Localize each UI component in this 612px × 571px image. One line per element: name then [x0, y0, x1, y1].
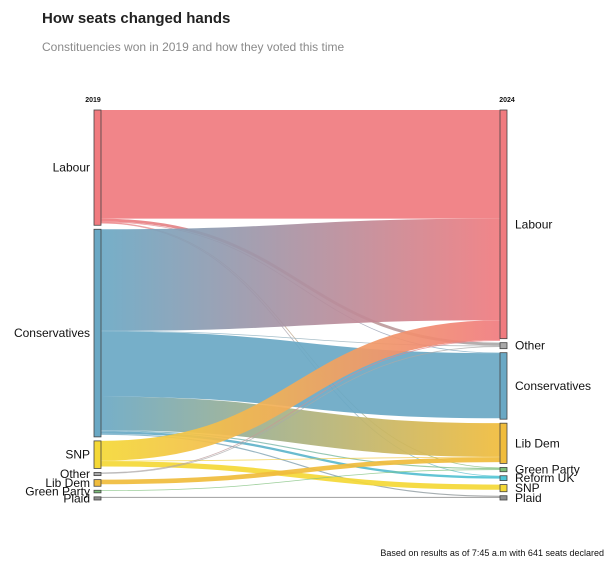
column-label-2024: 2024 — [499, 97, 515, 104]
right-label-lib-dem: Lib Dem — [515, 436, 560, 450]
right-node-labour — [499, 109, 508, 340]
flow-other-to-other — [100, 346, 501, 474]
left-node-plaid — [93, 496, 102, 501]
flow-snp-to-snp — [100, 461, 501, 490]
right-label-plaid: Plaid — [515, 491, 542, 505]
right-node-green-party — [499, 467, 508, 473]
footnote: Based on results as of 7:45 a.m with 641… — [380, 548, 604, 558]
right-label-labour: Labour — [515, 217, 552, 231]
flow-snp-to-labour — [100, 320, 501, 461]
right-node-snp — [499, 484, 508, 493]
right-node-other — [499, 342, 508, 350]
flow-conservatives-to-labour — [100, 218, 501, 331]
left-node-conservatives — [93, 228, 102, 438]
flow-snp-to-lib-dem — [100, 456, 501, 462]
right-label-snp: SNP — [515, 481, 540, 495]
flow-green-party-to-green-party — [100, 469, 501, 492]
chart-title: How seats changed hands — [42, 10, 231, 27]
right-label-other: Other — [515, 339, 545, 353]
left-label-lib-dem: Lib Dem — [45, 476, 90, 490]
left-node-lib-dem — [93, 479, 102, 487]
left-label-conservatives: Conservatives — [14, 326, 90, 340]
right-node-conservatives — [499, 352, 508, 420]
left-label-plaid: Plaid — [63, 491, 90, 505]
left-label-green-party: Green Party — [25, 485, 90, 499]
right-label-green-party: Green Party — [515, 463, 580, 477]
left-node-snp — [93, 440, 102, 469]
flow-other-to-labour — [100, 340, 501, 474]
left-label-labour: Labour — [53, 161, 90, 175]
chart-subtitle: Constituencies won in 2019 and how they … — [42, 40, 345, 54]
right-node-reform-uk — [499, 475, 508, 481]
right-node-lib-dem — [499, 422, 508, 464]
right-node-plaid — [499, 495, 508, 501]
left-node-labour — [93, 109, 102, 226]
flow-conservatives-to-lib-dem — [100, 396, 501, 457]
left-node-other — [93, 472, 102, 477]
left-node-green-party — [93, 489, 102, 494]
flow-conservatives-to-green-party — [100, 430, 501, 470]
flow-lib-dem-to-lib-dem — [100, 457, 501, 485]
column-label-2019: 2019 — [85, 97, 101, 104]
right-label-reform-uk: Reform UK — [515, 471, 574, 485]
left-label-snp: SNP — [65, 448, 90, 462]
right-label-conservatives: Conservatives — [515, 379, 591, 393]
flow-conservatives-to-conservatives — [100, 331, 501, 419]
left-label-other: Other — [60, 467, 90, 481]
